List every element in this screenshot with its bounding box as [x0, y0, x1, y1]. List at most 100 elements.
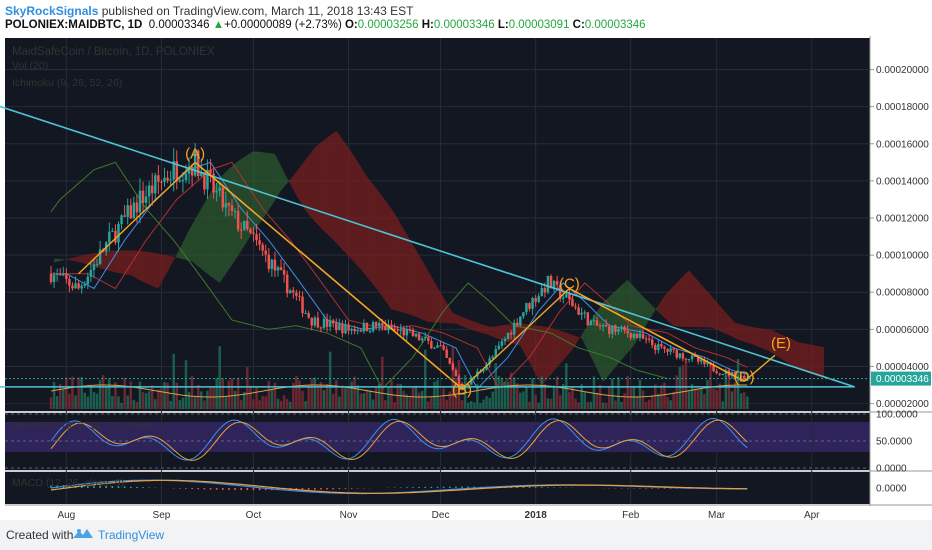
ichimoku-cloud-segment	[376, 188, 380, 293]
volume-bar	[423, 349, 427, 409]
candle-body	[249, 229, 252, 233]
volume-bar	[660, 385, 663, 409]
volume-bar	[230, 378, 234, 409]
main-pane[interactable]	[5, 38, 870, 411]
ichimoku-cloud-segment	[437, 287, 441, 323]
candle-body	[132, 202, 136, 219]
volume-bar	[289, 401, 292, 409]
volume-bar	[319, 381, 323, 409]
ichimoku-cloud-segment	[259, 151, 263, 224]
volume-bar	[331, 393, 335, 409]
ichimoku-cloud-segment	[756, 327, 760, 348]
close-label: C:	[572, 19, 585, 31]
volume-bar	[534, 395, 537, 409]
volume-bar	[52, 381, 56, 409]
ichimoku-cloud-segment	[274, 153, 278, 201]
volume-bar	[200, 391, 203, 409]
candle-body	[111, 230, 114, 232]
ichimoku-cloud-segment	[639, 293, 644, 336]
volume-bar	[485, 396, 488, 409]
tradingview-logo-icon[interactable]	[72, 526, 94, 542]
ichimoku-cloud-segment	[431, 276, 435, 323]
volume-bar	[396, 383, 399, 409]
candle-body	[83, 284, 86, 286]
candle-body	[236, 210, 240, 230]
volume-bar	[384, 400, 387, 409]
volume-bar	[95, 393, 99, 409]
wave-label: (B)	[452, 381, 472, 398]
candle-body	[243, 220, 246, 230]
ichimoku-cloud-segment	[495, 325, 499, 339]
candle-body	[549, 276, 553, 289]
candle-body	[466, 384, 470, 388]
volume-bar	[58, 383, 62, 409]
candle-body	[218, 187, 221, 191]
volume-bar	[700, 388, 703, 409]
candle-body	[178, 180, 182, 182]
ichimoku-cloud-segment	[704, 287, 708, 328]
candle-body	[175, 161, 179, 182]
ichimoku-cloud-segment	[799, 342, 803, 371]
ichimoku-cloud-segment	[443, 297, 447, 324]
candle-body	[718, 373, 721, 375]
ichimoku-cloud-segment	[244, 154, 248, 246]
ichimoku-cloud-segment	[774, 331, 778, 357]
volume-bar	[574, 398, 577, 409]
chart-title: MaidSafeCoin / Bitcoin, 1D, POLONIEX	[12, 46, 215, 58]
macd-histogram-bar	[516, 486, 519, 488]
ichimoku-cloud-segment	[382, 196, 386, 301]
candle-body	[200, 172, 203, 176]
macd-histogram-bar	[50, 484, 52, 488]
author-link[interactable]: SkyRockSignals	[5, 4, 99, 18]
volume-bar	[562, 384, 565, 409]
candle-body	[331, 320, 335, 324]
publish-info: published on TradingView.com, March 11, …	[101, 4, 414, 18]
volume-bar	[746, 396, 749, 409]
ichimoku-cloud-segment	[428, 271, 432, 323]
volume-bar	[282, 395, 286, 409]
candle-body	[203, 172, 206, 190]
volume-bar	[470, 401, 473, 409]
candle-body	[442, 345, 445, 350]
candle-body	[184, 173, 188, 181]
candle-body	[712, 364, 715, 372]
up-arrow-icon: ▲	[212, 19, 225, 31]
candle-body	[273, 259, 277, 271]
candle-body	[55, 273, 59, 275]
volume-bar	[172, 353, 175, 409]
candle-body	[436, 345, 439, 348]
candle-body	[117, 224, 120, 243]
y-tick-label: 0.00002000	[876, 399, 929, 410]
ichimoku-cloud-segment	[590, 315, 594, 363]
ichimoku-cloud-segment	[805, 343, 809, 373]
ichimoku-cloud-segment	[403, 229, 407, 314]
volume-bar	[586, 402, 590, 409]
macd-histogram-bar	[430, 486, 433, 488]
ichimoku-cloud-segment	[572, 334, 576, 350]
candle-body	[368, 331, 372, 333]
volume-bar	[617, 377, 620, 409]
ichimoku-cloud-segment	[480, 323, 484, 334]
candle-body	[224, 203, 228, 208]
ichimoku-cloud-segment	[501, 324, 505, 342]
candle-body	[565, 293, 568, 298]
volume-bar	[258, 400, 261, 409]
volume-bar	[147, 391, 151, 409]
tradingview-link[interactable]: TradingView	[98, 528, 165, 542]
candle-body	[307, 312, 310, 318]
candle-body	[261, 244, 264, 251]
price-chart[interactable]: 100.0000 50.0000 0.0000 0.0000 0.00020000 0…	[0, 36, 932, 520]
ichimoku-cloud-segment	[422, 260, 426, 321]
volume-bar	[368, 390, 372, 409]
ichimoku-cloud-segment	[327, 135, 331, 237]
volume-bar	[580, 384, 583, 409]
candle-body	[739, 375, 743, 377]
volume-bar	[442, 388, 445, 409]
ichimoku-cloud-segment	[550, 327, 555, 375]
candle-body	[568, 293, 571, 300]
macd-histogram-bar	[356, 488, 359, 489]
volume-bar	[601, 402, 605, 409]
volume-bar	[433, 381, 436, 409]
ichimoku-cloud-segment	[419, 255, 423, 320]
candle-body	[319, 327, 323, 329]
